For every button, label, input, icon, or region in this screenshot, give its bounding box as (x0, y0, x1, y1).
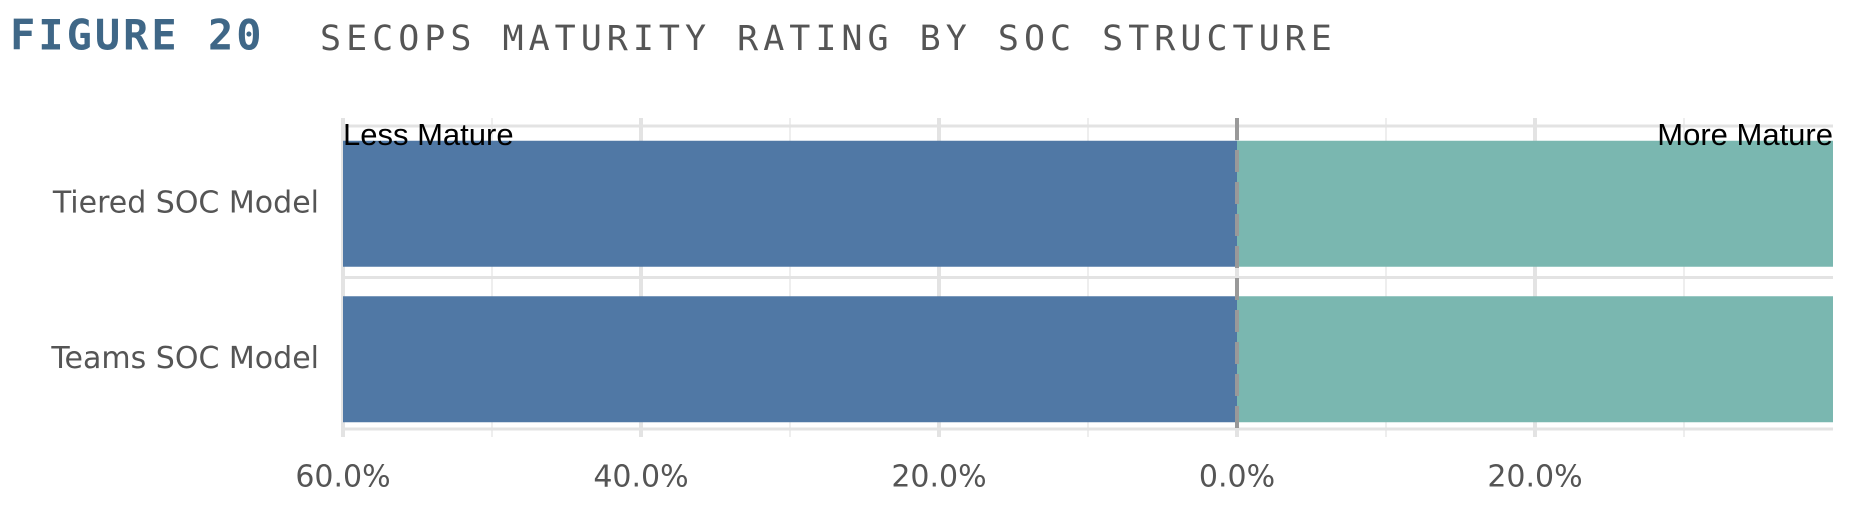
x-tick-label: 20.0% (891, 460, 986, 495)
bar (1237, 296, 1833, 423)
x-tick-label: 20.0% (1487, 460, 1582, 495)
category-label: Teams SOC Model (50, 341, 319, 376)
x-tick-label: 0.0% (1199, 460, 1275, 495)
chart-subtitle: SECOPS MATURITY RATING BY SOC STRUCTURE (320, 19, 1337, 59)
legend-label: More Mature (1657, 117, 1833, 152)
x-tick-label: 40.0% (593, 460, 688, 495)
bar (1237, 140, 1833, 267)
bar (343, 296, 1237, 423)
chart-title: FIGURE 20 (10, 11, 265, 60)
x-tick-label: 60.0% (295, 460, 390, 495)
category-label: Tiered SOC Model (52, 185, 319, 220)
legend-label: Less Mature (343, 117, 514, 152)
bar (343, 140, 1237, 267)
